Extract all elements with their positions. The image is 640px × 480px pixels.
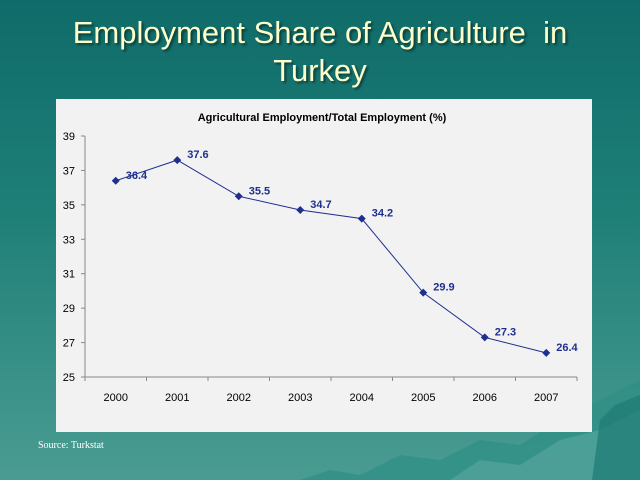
y-tick-label: 29 (63, 303, 75, 315)
data-label: 35.5 (249, 185, 270, 197)
data-label: 26.4 (556, 342, 578, 354)
x-tick-label: 2002 (227, 392, 251, 404)
data-label: 37.6 (187, 149, 208, 161)
chart-panel: Agricultural Employment/Total Employment… (56, 99, 592, 432)
x-tick-label: 2007 (534, 392, 558, 404)
data-label: 27.3 (495, 326, 516, 338)
y-tick-label: 39 (63, 131, 75, 143)
data-point (173, 156, 182, 165)
data-point (296, 206, 305, 215)
chart-axes: 25 27 29 31 33 35 37 39 2000 2001 2002 2003 2004 2005… (63, 131, 578, 404)
slide-title-line-1: Employment Share of Agriculture in (72, 15, 568, 50)
data-point (480, 333, 489, 342)
y-tick-label: 35 (63, 200, 75, 212)
x-tick-label: 2003 (288, 392, 312, 404)
data-point (234, 192, 243, 201)
x-tick-label: 2001 (165, 392, 189, 404)
data-label: 34.2 (372, 208, 393, 220)
chart-title: Agricultural Employment/Total Employment… (198, 112, 447, 124)
y-tick-label: 31 (63, 269, 75, 281)
chart-marks: 36.4 37.6 35.5 34.7 34.2 29.9 27.3 26.4 (111, 149, 579, 357)
data-point (419, 288, 428, 297)
y-tick-label: 25 (63, 372, 75, 384)
x-tick-label: 2004 (350, 392, 374, 404)
x-tick-label: 2006 (473, 392, 497, 404)
y-tick-label: 37 (63, 165, 75, 177)
slide-title: Employment Share of Agriculture in Turke… (0, 14, 640, 90)
data-label: 36.4 (126, 170, 148, 182)
data-label: 29.9 (433, 282, 454, 294)
line-chart: Agricultural Employment/Total Employment… (63, 112, 579, 404)
data-point (357, 214, 366, 223)
x-tick-label: 2005 (411, 392, 435, 404)
data-point (542, 348, 551, 357)
data-label: 34.7 (310, 199, 331, 211)
source-note: Source: Turkstat (38, 440, 104, 451)
y-tick-label: 27 (63, 338, 75, 350)
series-line (115, 159, 547, 354)
x-tick-label: 2000 (104, 392, 128, 404)
slide-title-line-2: Turkey (273, 53, 367, 88)
data-point (111, 176, 120, 185)
y-tick-label: 33 (63, 234, 75, 246)
